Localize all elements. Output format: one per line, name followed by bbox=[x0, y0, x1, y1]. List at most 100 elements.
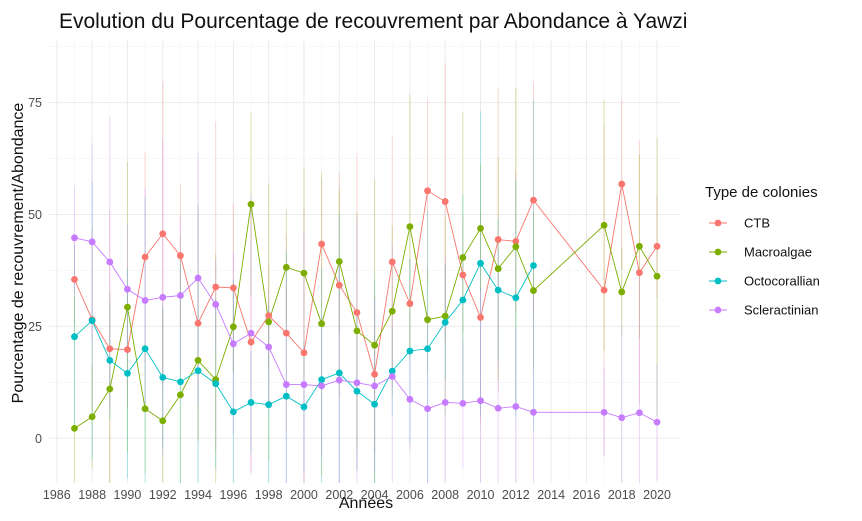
data-point-macroalgae bbox=[229, 323, 237, 331]
series-line-macroalgae bbox=[74, 204, 658, 429]
data-point-octocorallian bbox=[353, 387, 361, 395]
x-tick-label: 1994 bbox=[184, 488, 212, 502]
data-point-ctb bbox=[300, 349, 308, 357]
data-point-macroalgae bbox=[477, 224, 484, 232]
series-line-ctb bbox=[74, 184, 658, 375]
x-tick-label: 1986 bbox=[43, 488, 71, 502]
grid bbox=[48, 40, 680, 483]
data-point-ctb bbox=[353, 309, 361, 316]
data-point-scleractinian bbox=[124, 285, 131, 293]
x-tick-label: 1996 bbox=[219, 488, 247, 502]
data-point-scleractinian bbox=[159, 293, 167, 301]
data-point-scleractinian bbox=[141, 297, 149, 304]
legend-label: Macroalgae bbox=[744, 245, 812, 260]
data-point-ctb bbox=[141, 253, 149, 261]
data-point-ctb bbox=[388, 258, 396, 266]
data-point-octocorallian bbox=[300, 403, 308, 411]
y-tick-label: 50 bbox=[28, 208, 42, 222]
data-point-macroalgae bbox=[494, 265, 502, 273]
data-point-scleractinian bbox=[530, 408, 537, 416]
data-point-octocorallian bbox=[530, 262, 537, 269]
data-point-octocorallian bbox=[106, 356, 114, 364]
legend-key-point bbox=[714, 306, 722, 314]
data-point-ctb bbox=[530, 196, 537, 204]
x-axis-ticks: 1986 1988 1990 1992 1994 1996 1998 2000 2002 2004… bbox=[43, 488, 671, 502]
data-point-ctb bbox=[600, 286, 608, 294]
data-point-macroalgae bbox=[653, 272, 661, 280]
data-point-octocorallian bbox=[371, 400, 378, 408]
data-point-scleractinian bbox=[282, 381, 290, 388]
data-point-scleractinian bbox=[512, 403, 520, 410]
legend-item-octocorallian: Octocorallian bbox=[709, 274, 820, 289]
legend-key-point bbox=[714, 219, 722, 227]
data-point-macroalgae bbox=[318, 320, 326, 328]
x-tick-label: 2012 bbox=[502, 488, 530, 502]
data-point-ctb bbox=[229, 284, 237, 292]
data-point-octocorallian bbox=[124, 369, 131, 377]
data-point-macroalgae bbox=[300, 269, 308, 277]
data-point-octocorallian bbox=[335, 369, 343, 377]
data-point-scleractinian bbox=[600, 408, 608, 416]
data-point-macroalgae bbox=[265, 318, 273, 326]
data-point-ctb bbox=[282, 329, 290, 337]
data-point-macroalgae bbox=[106, 385, 114, 393]
data-point-scleractinian bbox=[71, 234, 78, 242]
x-tick-label: 1998 bbox=[255, 488, 283, 502]
x-tick-label: 2000 bbox=[290, 488, 318, 502]
data-point-octocorallian bbox=[71, 333, 78, 341]
data-point-ctb bbox=[494, 236, 502, 243]
data-point-octocorallian bbox=[512, 294, 520, 302]
data-point-macroalgae bbox=[618, 288, 626, 296]
data-point-scleractinian bbox=[229, 340, 237, 348]
data-point-scleractinian bbox=[335, 376, 343, 384]
data-point-scleractinian bbox=[194, 274, 202, 282]
legend-title: Type de colonies bbox=[705, 184, 818, 201]
data-point-macroalgae bbox=[88, 413, 96, 421]
x-tick-label: 2010 bbox=[467, 488, 495, 502]
y-tick-label: 0 bbox=[35, 432, 42, 446]
legend-items: CTB Macroalgae Octocorallian Scleractinian bbox=[709, 216, 820, 318]
data-point-octocorallian bbox=[477, 259, 484, 267]
x-tick-label: 1988 bbox=[78, 488, 106, 502]
x-tick-label: 1992 bbox=[149, 488, 177, 502]
legend-item-ctb: CTB bbox=[709, 216, 770, 231]
data-point-macroalgae bbox=[600, 221, 608, 229]
y-tick-label: 25 bbox=[28, 320, 42, 334]
data-point-ctb bbox=[653, 242, 661, 250]
data-point-ctb bbox=[265, 312, 273, 320]
data-point-octocorallian bbox=[494, 286, 502, 294]
data-point-scleractinian bbox=[247, 329, 255, 337]
data-point-macroalgae bbox=[441, 312, 449, 320]
data-point-macroalgae bbox=[371, 341, 378, 349]
data-point-scleractinian bbox=[441, 399, 449, 406]
data-point-ctb bbox=[177, 252, 184, 260]
data-point-octocorallian bbox=[247, 399, 255, 406]
data-point-ctb bbox=[124, 346, 131, 354]
x-tick-label: 2018 bbox=[608, 488, 636, 502]
legend: Type de colonies CTB Macroalgae Octocorall… bbox=[705, 184, 820, 318]
data-point-macroalgae bbox=[159, 417, 167, 425]
data-point-octocorallian bbox=[212, 380, 220, 388]
data-point-macroalgae bbox=[459, 254, 467, 261]
legend-label: Octocorallian bbox=[744, 274, 820, 289]
data-point-octocorallian bbox=[282, 392, 290, 400]
data-point-ctb bbox=[635, 269, 643, 277]
y-tick-label: 75 bbox=[28, 96, 42, 110]
data-point-scleractinian bbox=[353, 379, 361, 387]
data-point-octocorallian bbox=[388, 367, 396, 375]
data-point-ctb bbox=[441, 198, 449, 205]
data-point-ctb bbox=[318, 240, 326, 248]
error-bars bbox=[73, 62, 658, 483]
x-tick-label: 2020 bbox=[643, 488, 671, 502]
data-point-macroalgae bbox=[194, 356, 202, 364]
data-point-macroalgae bbox=[530, 287, 537, 294]
data-point-octocorallian bbox=[88, 317, 96, 324]
data-points bbox=[71, 180, 661, 432]
data-point-ctb bbox=[406, 300, 414, 307]
data-point-octocorallian bbox=[159, 373, 167, 381]
legend-key-point bbox=[714, 248, 722, 256]
data-point-octocorallian bbox=[265, 401, 273, 409]
series-lines bbox=[74, 184, 658, 429]
data-point-macroalgae bbox=[353, 327, 361, 335]
